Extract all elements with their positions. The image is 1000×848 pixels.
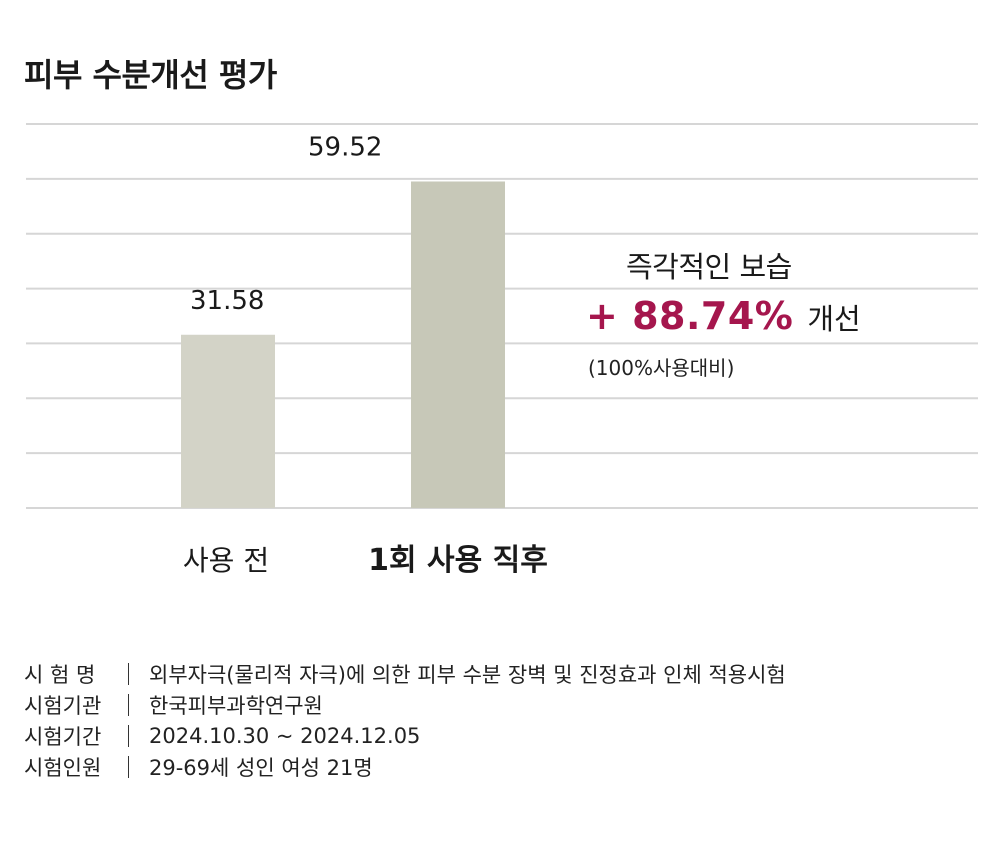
- bar: [411, 181, 505, 508]
- test-info-value: 외부자극(물리적 자극)에 의한 피부 수분 장벽 및 진정효과 인체 적용시험: [149, 662, 786, 687]
- test-info-label: 시험기간: [24, 724, 102, 749]
- value-label: 59.52: [308, 132, 382, 162]
- annotation-note: (100%사용대비): [588, 356, 735, 380]
- test-info-value: 2024.10.30 ~ 2024.12.05: [149, 723, 421, 748]
- test-info-label: 시험기관: [24, 693, 102, 718]
- bar: [181, 334, 275, 508]
- divider: [128, 724, 129, 747]
- category-label: 사용 전: [183, 544, 269, 577]
- annotation-heading: 즉각적인 보습: [626, 250, 792, 284]
- test-info-value: 29-69세 성인 여성 21명: [149, 755, 373, 780]
- improvement-value: + 88.74%: [586, 294, 794, 338]
- test-info-row: 시 험 명 외부자극(물리적 자극)에 의한 피부 수분 장벽 및 진정효과 인…: [24, 658, 786, 689]
- category-labels: 사용 전 1회 사용 직후: [183, 543, 548, 578]
- test-info-label: 시험인원: [24, 755, 102, 780]
- test-info: 시 험 명 외부자극(물리적 자극)에 의한 피부 수분 장벽 및 진정효과 인…: [24, 658, 786, 782]
- chart-title: 피부 수분개선 평가: [24, 56, 277, 94]
- bars: [181, 181, 505, 508]
- test-info-row: 시험기간 2024.10.30 ~ 2024.12.05: [24, 720, 786, 751]
- improvement-suffix: 개선: [807, 302, 861, 336]
- test-info-value: 한국피부과학연구원: [149, 693, 323, 718]
- category-label: 1회 사용 직후: [368, 543, 548, 578]
- divider: [128, 662, 129, 685]
- divider: [128, 693, 129, 716]
- test-info-row: 시험기관 한국피부과학연구원: [24, 689, 786, 720]
- bar-chart: 31.58 59.52 사용 전 1회 사용 직후: [26, 123, 978, 578]
- divider: [128, 755, 129, 778]
- value-label: 31.58: [190, 286, 264, 316]
- value-labels: 31.58 59.52: [190, 132, 382, 315]
- test-info-label: 시 험 명: [24, 662, 96, 687]
- test-info-row: 시험인원 29-69세 성인 여성 21명: [24, 751, 786, 782]
- annotation-row: + 88.74% 개선: [586, 294, 861, 338]
